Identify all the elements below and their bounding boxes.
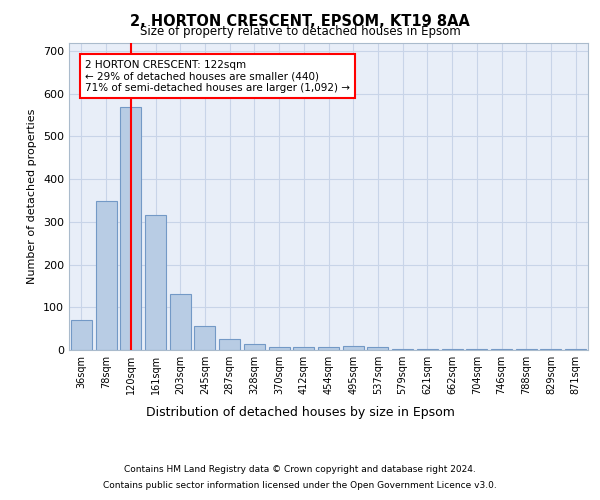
Text: Contains HM Land Registry data © Crown copyright and database right 2024.: Contains HM Land Registry data © Crown c… <box>124 466 476 474</box>
Bar <box>170 294 191 350</box>
Bar <box>343 346 364 350</box>
Bar <box>565 349 586 350</box>
Bar <box>269 347 290 350</box>
Text: Contains public sector information licensed under the Open Government Licence v3: Contains public sector information licen… <box>103 480 497 490</box>
Bar <box>244 344 265 350</box>
Bar <box>491 349 512 350</box>
Text: 2, HORTON CRESCENT, EPSOM, KT19 8AA: 2, HORTON CRESCENT, EPSOM, KT19 8AA <box>130 14 470 29</box>
Bar <box>71 320 92 350</box>
Text: 2 HORTON CRESCENT: 122sqm
← 29% of detached houses are smaller (440)
71% of semi: 2 HORTON CRESCENT: 122sqm ← 29% of detac… <box>85 60 350 93</box>
Bar <box>392 349 413 350</box>
Bar <box>541 349 562 350</box>
Text: Size of property relative to detached houses in Epsom: Size of property relative to detached ho… <box>140 25 460 38</box>
Bar <box>367 347 388 350</box>
Bar <box>95 200 116 350</box>
Bar <box>219 340 240 350</box>
Bar <box>466 349 487 350</box>
Y-axis label: Number of detached properties: Number of detached properties <box>28 108 37 284</box>
Bar <box>417 349 438 350</box>
Bar <box>293 347 314 350</box>
Bar <box>120 106 141 350</box>
Bar <box>442 349 463 350</box>
Text: Distribution of detached houses by size in Epsom: Distribution of detached houses by size … <box>146 406 454 419</box>
Bar <box>516 349 537 350</box>
Bar <box>318 347 339 350</box>
Bar <box>194 326 215 350</box>
Bar <box>145 216 166 350</box>
